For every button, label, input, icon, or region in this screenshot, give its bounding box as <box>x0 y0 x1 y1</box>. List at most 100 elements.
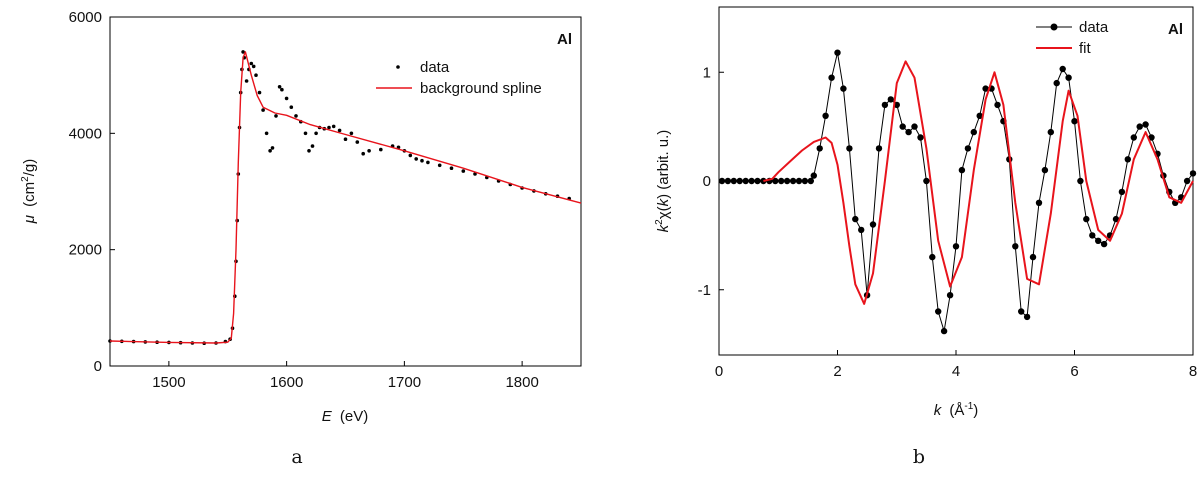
a-series-0-point-26 <box>254 73 258 77</box>
b-series-0-point-6 <box>754 177 761 185</box>
b-x-axis-unit-pre: (Å <box>949 402 964 419</box>
a-series-0-point-37 <box>294 114 298 118</box>
a-y-tick-label-1: 2000 <box>69 242 102 259</box>
a-x-tick-label-2: 1700 <box>388 374 421 391</box>
a-series-0-point-30 <box>268 149 272 153</box>
panel-a: 1500 1600 1700 1800 0 2000 4000 6000 Al data ba… <box>20 9 582 468</box>
b-series-0-point-69 <box>1124 156 1132 163</box>
a-x-axis-var: E <box>322 408 333 425</box>
b-series-0-point-73 <box>1148 134 1155 141</box>
b-series-0-point-45 <box>982 85 989 92</box>
b-series-0-point-17 <box>816 145 823 152</box>
a-y-tick-label-2: 4000 <box>69 125 102 142</box>
panel-label-a: a <box>291 446 302 468</box>
b-x-tick-label-0: 0 <box>715 363 723 380</box>
a-y-axis-var: μ <box>21 215 38 224</box>
a-series-1-line <box>109 51 582 344</box>
b-series-0-point-33 <box>911 123 918 130</box>
b-series-0-point-27 <box>875 145 883 152</box>
b-series-0-point-0 <box>718 177 726 185</box>
b-series-0-point-72 <box>1142 121 1149 128</box>
b-series-0-point-68 <box>1118 188 1126 196</box>
a-series-0-point-24 <box>249 61 254 66</box>
a-legend-data-label: data <box>420 59 450 76</box>
a-series-0-point-47 <box>337 128 342 133</box>
a-series-0-point-59 <box>420 158 424 163</box>
b-series-0-point-13 <box>795 177 803 185</box>
a-ticks <box>110 16 523 367</box>
b-series-0-point-23 <box>852 215 859 223</box>
b-series-0-point-61 <box>1077 177 1084 185</box>
b-series-0-point-16 <box>810 172 817 179</box>
b-series-0-point-60 <box>1071 118 1078 125</box>
a-y-axis-unit-sup: 2 <box>20 176 31 182</box>
panel-b: 0 2 4 6 8-101 Al data fit k (Å-1) k2χ(k) (ar… <box>654 6 1198 468</box>
a-series-0-point-60 <box>426 160 430 165</box>
b-y-tick-label-1: 0 <box>703 173 711 190</box>
a-series-0-point-51 <box>361 151 366 156</box>
b-x-tick-label-4: 8 <box>1189 363 1197 380</box>
b-series-0-point-59 <box>1065 74 1072 81</box>
b-series-0-point-41 <box>958 166 966 174</box>
b-series-0-point-55 <box>1041 166 1049 174</box>
b-series-0-point-24 <box>858 226 865 234</box>
b-y-axis-sup: 2 <box>654 219 665 225</box>
b-x-axis-unit-sup: -1 <box>964 401 973 412</box>
panel-label-b: b <box>913 446 925 468</box>
b-x-tick-label-1: 2 <box>833 363 841 380</box>
a-series-0-point-31 <box>270 146 275 150</box>
a-series-0-point-62 <box>449 166 454 170</box>
a-series-0-point-28 <box>261 108 265 112</box>
a-series-0-point-35 <box>284 96 289 101</box>
a-series-0-point-50 <box>355 140 360 144</box>
b-y-axis-paren: ( <box>655 206 672 211</box>
b-series-0-point-37 <box>935 308 942 315</box>
plot-frame-a <box>109 16 582 367</box>
b-series-0-point-10 <box>778 177 785 185</box>
a-y-axis-unit-pre: (cm <box>21 182 38 207</box>
a-x-tick-label-0: 1500 <box>152 374 185 391</box>
b-series-0-point-54 <box>1035 199 1043 206</box>
a-series-0-point-40 <box>307 149 311 153</box>
a-series-0-point-33 <box>277 85 282 89</box>
a-series-0-point-49 <box>349 131 354 136</box>
a-series-0-point-25 <box>251 64 256 69</box>
b-series-0-point-58 <box>1059 65 1066 73</box>
a-series-0-point-52 <box>367 149 371 153</box>
b-legend-data-marker <box>1050 23 1058 31</box>
a-series-0-point-32 <box>274 114 278 118</box>
b-series-0-point-63 <box>1089 232 1096 239</box>
a-series-0-point-58 <box>414 157 419 161</box>
a-series-0-point-22 <box>244 79 249 83</box>
b-x-axis-unit-post: ) <box>973 402 978 419</box>
a-series-0-point-42 <box>314 131 318 136</box>
a-series-0-point-64 <box>473 172 477 176</box>
a-legend-spline-label: background spline <box>420 80 542 97</box>
b-y-axis-post: ) (arbit. u.) <box>655 130 672 199</box>
b-series-0-point-32 <box>905 128 912 136</box>
b-x-tick-label-3: 6 <box>1070 363 1078 380</box>
b-series-0-point-29 <box>887 96 894 103</box>
b-series-0-point-67 <box>1112 215 1120 223</box>
a-x-tick-label-1: 1600 <box>270 374 303 391</box>
b-series-0-point-31 <box>899 123 906 130</box>
b-series <box>718 49 1197 335</box>
b-series-0-point-52 <box>1023 313 1031 321</box>
b-series-0-point-57 <box>1053 79 1060 87</box>
b-series-0-point-47 <box>994 101 1001 109</box>
b-series-0-point-4 <box>742 177 749 185</box>
b-tick-labels: 0 2 4 6 8 -1 0 1 <box>698 64 1198 380</box>
b-series-0-point-38 <box>940 327 948 335</box>
b-series-0-point-51 <box>1018 308 1025 315</box>
b-series-0-point-5 <box>748 177 755 185</box>
b-series-0-point-35 <box>923 177 930 185</box>
b-series-0-point-26 <box>869 221 877 228</box>
b-series-0-point-65 <box>1100 240 1108 248</box>
a-tick-labels: 1500 1600 1700 1800 0 2000 4000 6000 <box>69 9 539 391</box>
b-y-axis-title: k2χ(k) (arbit. u.) <box>654 130 672 233</box>
b-series-0-point-43 <box>970 128 977 136</box>
b-series-0-point-18 <box>822 112 829 120</box>
b-x-axis-var: k <box>934 402 943 419</box>
a-y-tick-label-3: 6000 <box>69 9 102 26</box>
